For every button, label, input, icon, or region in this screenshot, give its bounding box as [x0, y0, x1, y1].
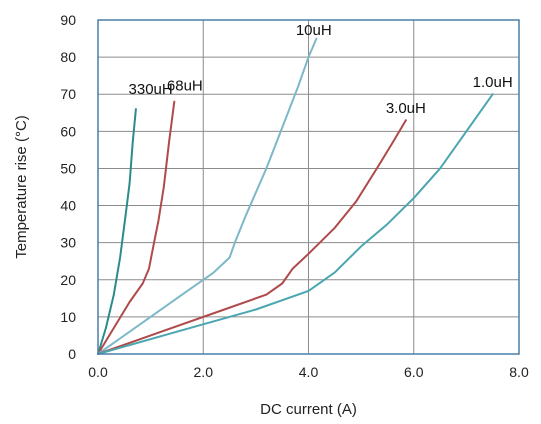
grid-layer: [98, 20, 519, 354]
series-line-1-0uh: [97, 93, 494, 355]
y-tick-label: 10: [60, 309, 76, 325]
y-tick-label: 60: [60, 123, 76, 139]
y-tick-label: 40: [60, 198, 76, 214]
x-tick-label: 8.0: [509, 364, 529, 380]
x-tick-label: 2.0: [194, 364, 214, 380]
y-tick-label: 0: [68, 346, 76, 362]
y-axis-title: Temperature rise (°C): [13, 115, 30, 259]
y-tick-label: 80: [60, 49, 76, 65]
series-line-10uh: [97, 37, 318, 355]
series-label-1-0uh: 1.0uH: [473, 74, 513, 91]
x-tick-label: 0.0: [88, 364, 108, 380]
series-line-68uh: [97, 100, 176, 355]
plot-frame: [97, 19, 520, 355]
x-axis-title: DC current (A): [260, 401, 357, 418]
series-layer: [97, 37, 494, 355]
ticks-layer: 0.0 2.0 4.0 6.0 8.0 0 10 20 30 40 50 60 70 80 90: [60, 12, 529, 380]
series-line-330uh: [97, 108, 137, 355]
series-label-68uh: 68uH: [167, 78, 203, 95]
series-label-330uh: 330uH: [129, 81, 173, 98]
y-tick-label: 30: [60, 235, 76, 251]
series-line-3-0uh: [97, 119, 407, 355]
series-label-3-0uh: 3.0uH: [386, 100, 426, 117]
y-tick-label: 20: [60, 272, 76, 288]
series-label-10uh: 10uH: [296, 22, 332, 39]
x-tick-label: 6.0: [404, 364, 424, 380]
y-tick-label: 90: [60, 12, 76, 28]
y-tick-label: 50: [60, 160, 76, 176]
x-tick-label: 4.0: [299, 364, 319, 380]
y-tick-label: 70: [60, 86, 76, 102]
